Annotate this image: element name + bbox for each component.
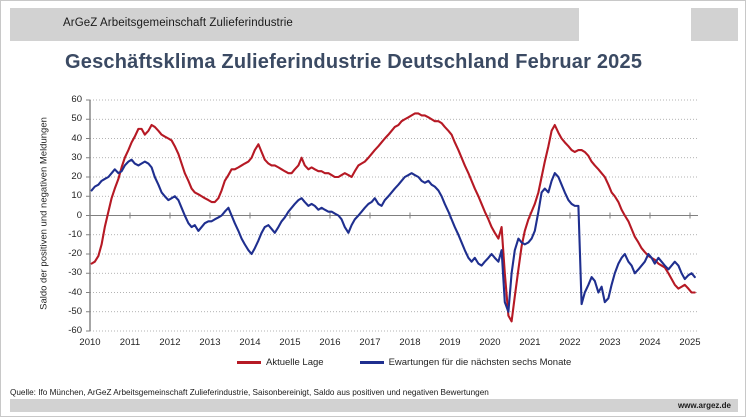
legend-label-erwartungen: Ewartungen für die nächsten sechs Monate: [388, 357, 572, 368]
y-tick-label: 20: [71, 171, 82, 182]
y-tick-label: 30: [71, 151, 82, 163]
legend-item-erwartungen: Ewartungen für die nächsten sechs Monate: [359, 357, 572, 368]
header-title: ArGeZ Arbeitsgemeinschaft Zulieferindust…: [63, 17, 293, 29]
x-tick-label: 2013: [199, 337, 221, 348]
y-tick-label: -10: [68, 228, 82, 240]
y-tick-label: 40: [71, 132, 82, 144]
x-tick-label: 2011: [119, 337, 141, 348]
y-tick-label: 0: [76, 209, 82, 221]
x-tick-label: 2016: [319, 337, 341, 348]
x-tick-label: 2012: [159, 337, 181, 348]
y-tick-label: -50: [68, 305, 82, 317]
x-tick-label: 2015: [279, 337, 301, 348]
chart-legend: Aktuelle Lage Ewartungen für die nächste…: [237, 357, 571, 368]
x-tick-label: 2024: [639, 337, 661, 348]
x-tick-label: 2022: [559, 337, 581, 348]
x-tick-label: 2018: [399, 337, 421, 348]
y-tick-label: 50: [71, 113, 82, 125]
y-tick-label: -60: [68, 325, 82, 336]
y-tick-label: 10: [71, 190, 82, 202]
y-tick-label: 60: [71, 94, 82, 105]
x-tick-label: 2019: [439, 337, 461, 348]
x-tick-label: 2020: [479, 337, 501, 348]
legend-label-aktuelle-lage: Aktuelle Lage: [266, 357, 324, 368]
x-tick-label: 2023: [599, 337, 621, 348]
y-tick-label: -20: [68, 248, 82, 259]
footer-url[interactable]: www.argez.de: [677, 401, 731, 410]
y-tick-label: -40: [68, 286, 82, 298]
y-tick-label: -30: [68, 267, 82, 279]
legend-swatch-blue: [359, 361, 384, 364]
legend-swatch-red: [237, 361, 261, 364]
source-note: Quelle: Ifo München, ArGeZ Arbeitsgemein…: [10, 388, 489, 397]
x-tick-label: 2025: [679, 337, 701, 348]
x-tick-label: 2017: [359, 337, 381, 348]
legend-item-aktuelle-lage: Aktuelle Lage: [237, 357, 324, 368]
x-tick-label: 2010: [79, 337, 101, 348]
footer-bar: [10, 399, 738, 412]
x-tick-label: 2014: [239, 337, 261, 348]
logo-box: ArGeZ Arbeitsgemeinschaft Zulieferindust…: [579, 8, 691, 41]
page-title: Geschäftsklima Zulieferindustrie Deutsch…: [65, 51, 643, 73]
x-tick-label: 2021: [519, 337, 541, 348]
